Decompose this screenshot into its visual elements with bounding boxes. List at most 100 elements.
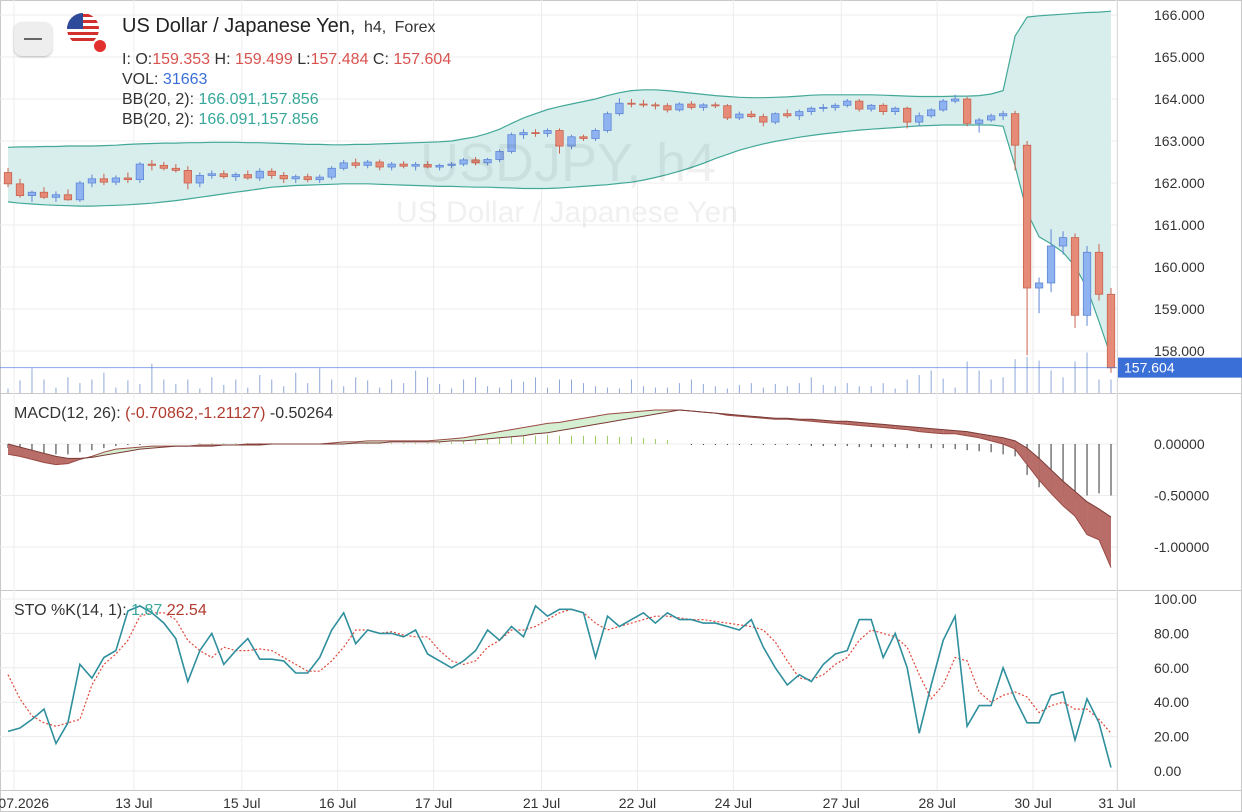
candle-body: [915, 115, 924, 123]
candle-body: [903, 107, 912, 123]
candle-body: [507, 134, 516, 152]
close-label: C:: [372, 51, 389, 68]
menu-button[interactable]: [14, 22, 52, 56]
candle-body: [855, 100, 864, 110]
stochastic-legend[interactable]: STO %K(14, 1): 1.87 22.54: [14, 601, 207, 621]
bollinger-values: 166.091,157.856: [198, 91, 319, 108]
candle-body: [998, 113, 1008, 117]
macd-fill-segment: [583, 416, 596, 427]
timeframe-label[interactable]: h4,: [363, 19, 387, 36]
macd-fill-segment: [991, 435, 1004, 444]
candle-body: [1010, 113, 1020, 146]
stochastic-k-value: 1.87: [131, 602, 163, 619]
candle-body: [291, 176, 300, 180]
bollinger-legend-1[interactable]: BB(20, 2): 166.091,157.856: [122, 90, 319, 110]
ohlc-legend: I: O:159.353 H: 159.499 L:157.484 C: 157…: [122, 50, 451, 70]
candle-body: [243, 174, 252, 179]
candle-body: [699, 104, 708, 108]
candle-body: [723, 105, 732, 119]
candle-body: [771, 113, 780, 123]
price-axis-tick: 164.000: [1154, 91, 1205, 107]
macd-fill-segment: [115, 448, 128, 454]
candle-body: [339, 162, 348, 169]
time-axis-tick: 24 Jul: [715, 795, 752, 811]
close-value: 157.604: [393, 51, 452, 68]
macd-fill-segment: [535, 423, 548, 434]
candle-body: [159, 164, 168, 169]
candle-body: [927, 109, 936, 117]
price-axis-tick: 163.000: [1154, 133, 1205, 149]
candle-body: [447, 163, 456, 166]
time-axis-tick: 21 Jul: [523, 795, 560, 811]
candle-body: [171, 167, 180, 171]
bollinger-band-fill: [8, 11, 1111, 357]
candle-body: [819, 107, 828, 109]
stochastic-axis-tick: 20.00: [1154, 729, 1189, 745]
macd-fill-segment: [1003, 437, 1016, 450]
macd-fill-segment: [559, 420, 572, 431]
candle-body: [603, 113, 612, 131]
macd-fill-segment: [1087, 501, 1100, 540]
low-label: L:: [297, 51, 311, 68]
macd-fill-segment: [7, 444, 20, 457]
jp-flag-icon: [92, 38, 108, 54]
price-axis-tick: 166.000: [1154, 7, 1205, 23]
macd-fill-segment: [907, 426, 920, 432]
candle-body: [543, 130, 552, 134]
macd-fill-segment: [811, 419, 824, 423]
bollinger-legend-2[interactable]: BB(20, 2): 166.091,157.856: [122, 110, 319, 130]
time-axis-tick: 10.07.2026: [0, 795, 49, 811]
candle-body: [567, 136, 576, 147]
time-axis-tick: 30 Jul: [1014, 795, 1051, 811]
candle-body: [387, 163, 396, 168]
candle-body: [975, 119, 984, 124]
candle-body: [99, 178, 109, 183]
candle-body: [843, 100, 852, 106]
bollinger-label: BB(20, 2):: [122, 91, 195, 108]
macd-legend[interactable]: MACD(12, 26): (-0.70862,-1.21127) -0.502…: [14, 404, 333, 424]
price-axis-tick: 165.000: [1154, 49, 1205, 65]
macd-line: [7, 409, 1112, 568]
candle-body: [831, 104, 840, 108]
macd-fill-segment: [967, 431, 980, 438]
candle-body: [651, 104, 660, 107]
candle-body: [279, 175, 288, 180]
macd-fill-segment: [643, 410, 656, 417]
last-price-tag: [1118, 357, 1242, 378]
time-axis-tick: 31 Jul: [1098, 795, 1135, 811]
candle-body: [219, 173, 228, 178]
candle-body: [483, 159, 492, 164]
candle-body: [39, 191, 49, 198]
candle-body: [375, 161, 384, 168]
watermark-symbol: USDJPY, h4: [420, 133, 717, 193]
candle-body: [435, 164, 444, 168]
low-value: 157.484: [310, 51, 369, 68]
candle-body: [327, 167, 336, 178]
candle-body: [87, 178, 97, 184]
macd-fill-segment: [571, 418, 584, 429]
macd-fill-segment: [31, 450, 44, 463]
high-label: H:: [214, 51, 231, 68]
macd-fill-segment: [499, 429, 512, 438]
market-label: Forex: [394, 19, 436, 36]
candle-body: [1058, 237, 1068, 247]
chart-header: US Dollar / Japanese Yen, h4, Forex: [122, 16, 436, 38]
open-label: O:: [135, 51, 153, 68]
time-axis-tick: 27 Jul: [823, 795, 860, 811]
candle-body: [267, 170, 276, 176]
candle-body: [1034, 282, 1044, 289]
macd-fill-segment: [475, 433, 488, 440]
volume-legend[interactable]: VOL: 31663: [122, 70, 207, 90]
candle-body: [951, 98, 960, 102]
candle-body: [735, 113, 744, 119]
candle-body: [986, 115, 996, 121]
candle-body: [1106, 293, 1116, 369]
macd-label: MACD(12, 26):: [14, 405, 121, 422]
candle-body: [879, 104, 888, 113]
us-flag-icon: [67, 13, 99, 45]
candle-body: [363, 161, 372, 166]
high-value: 159.499: [234, 51, 293, 68]
macd-axis-tick: 0.00000: [1154, 436, 1205, 452]
candle-body: [1046, 245, 1056, 284]
candle-body: [27, 191, 37, 197]
